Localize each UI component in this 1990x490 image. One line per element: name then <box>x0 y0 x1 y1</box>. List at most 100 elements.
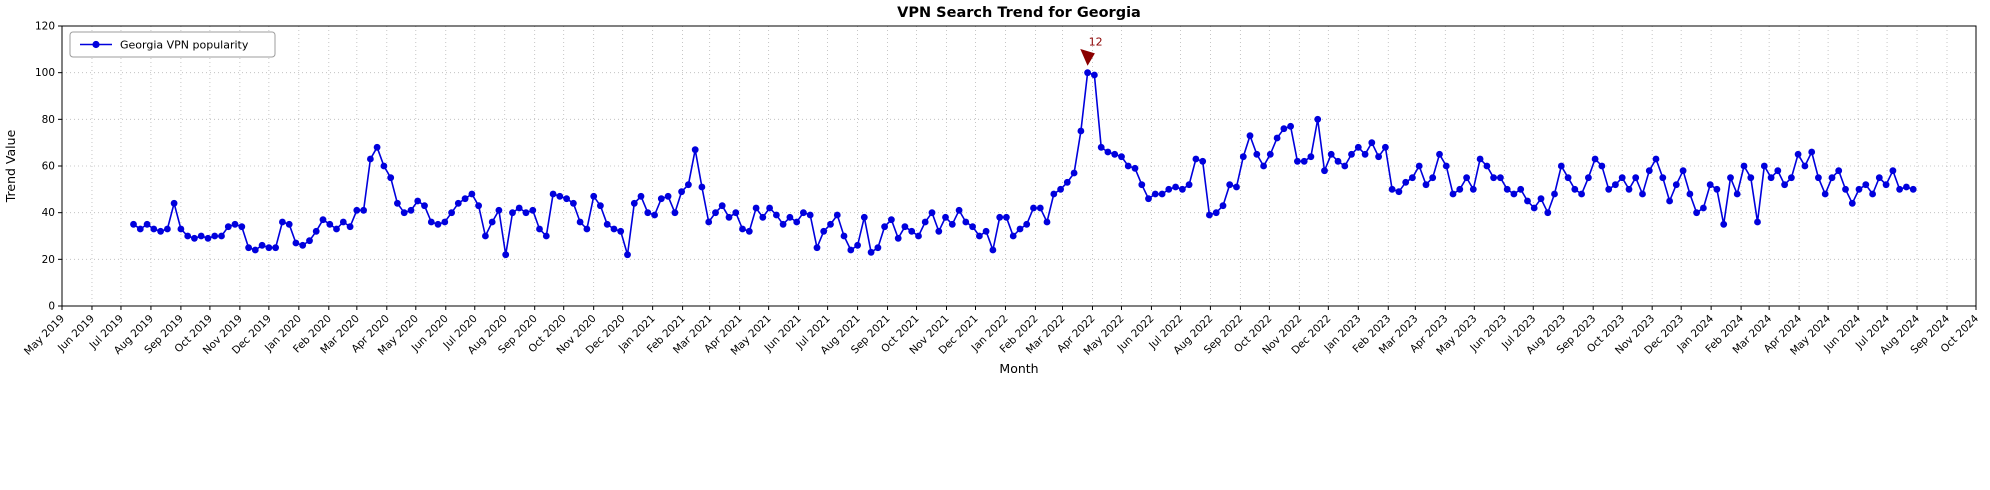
data-point-marker <box>475 202 482 210</box>
data-point-marker <box>718 202 726 210</box>
data-point-marker <box>265 244 273 252</box>
data-point-marker <box>454 199 462 207</box>
data-point-marker <box>461 195 469 203</box>
data-point-marker <box>901 223 909 231</box>
data-point-marker <box>1097 143 1105 151</box>
data-point-marker <box>739 225 746 233</box>
data-point-marker <box>847 246 855 254</box>
y-tick-label: 60 <box>42 161 55 173</box>
data-point-marker <box>1456 185 1464 193</box>
data-point-marker <box>164 225 171 233</box>
data-point-marker <box>806 211 814 219</box>
data-point-marker <box>786 213 794 221</box>
data-point-marker <box>191 234 198 242</box>
data-point-marker <box>400 209 408 217</box>
data-point-marker <box>759 213 767 221</box>
data-point-marker <box>1280 125 1288 133</box>
data-point-marker <box>1395 188 1403 196</box>
data-point-marker <box>1835 167 1843 175</box>
data-point-marker <box>1388 185 1396 193</box>
data-point-marker <box>157 227 165 235</box>
data-point-marker <box>955 206 963 214</box>
data-point-marker <box>373 143 381 151</box>
data-point-marker <box>1145 195 1152 203</box>
data-point-marker <box>1354 143 1362 151</box>
data-point-marker <box>1009 232 1017 240</box>
data-point-marker <box>211 232 219 240</box>
data-point-marker <box>840 232 848 240</box>
data-point-marker <box>1091 71 1098 79</box>
data-point-marker <box>610 225 618 233</box>
data-point-marker <box>502 251 510 259</box>
data-point-marker <box>170 199 178 207</box>
data-point-marker <box>624 251 631 259</box>
data-point-marker <box>509 209 516 217</box>
data-point-marker <box>285 220 293 228</box>
data-point-marker <box>800 209 807 217</box>
data-point-marker <box>529 206 537 214</box>
legend-layer: Georgia VPN popularity <box>69 31 276 58</box>
data-point-marker <box>1050 190 1058 198</box>
data-point-marker <box>197 232 205 240</box>
data-point-marker <box>427 218 435 226</box>
data-point-marker <box>1706 181 1714 189</box>
data-point-marker <box>1287 122 1294 130</box>
series-layer <box>130 69 1917 259</box>
data-point-marker <box>353 206 361 214</box>
data-point-marker <box>238 223 246 231</box>
data-point-marker <box>495 206 503 214</box>
data-point-marker <box>1233 183 1240 191</box>
legend-box <box>69 31 276 58</box>
grid-layer <box>61 25 1977 307</box>
data-point-marker <box>698 183 706 191</box>
data-point-marker <box>1524 197 1531 205</box>
data-point-marker <box>339 218 347 226</box>
data-point-marker <box>1808 148 1816 156</box>
data-point-marker <box>894 234 902 242</box>
data-point-marker <box>1226 181 1234 189</box>
data-point-marker <box>1057 185 1064 193</box>
data-point-marker <box>1537 195 1545 203</box>
data-point-marker <box>292 239 300 247</box>
data-point-marker <box>1158 190 1166 198</box>
data-point-marker <box>881 223 888 231</box>
data-point-marker <box>597 202 604 210</box>
data-point-marker <box>360 206 367 214</box>
data-point-marker <box>434 220 442 228</box>
data-point-marker <box>1138 181 1146 189</box>
data-point-marker <box>1747 174 1755 182</box>
data-point-marker <box>245 244 253 252</box>
data-point-marker <box>1023 220 1031 228</box>
data-point-marker <box>1449 190 1457 198</box>
data-point-marker <box>1639 190 1646 198</box>
data-point-marker <box>942 213 949 221</box>
data-point-marker <box>1585 174 1592 182</box>
data-point-marker <box>1679 167 1687 175</box>
legend-marker-icon <box>92 40 100 49</box>
data-point-marker <box>1686 190 1694 198</box>
data-point-marker <box>1848 199 1856 207</box>
data-point-marker <box>1551 190 1558 198</box>
data-point-marker <box>603 220 611 228</box>
data-point-marker <box>1361 150 1369 158</box>
data-point-marker <box>1179 185 1186 193</box>
data-point-marker <box>1815 174 1822 182</box>
data-point-marker <box>874 244 882 252</box>
data-point-marker <box>306 237 313 245</box>
data-point-marker <box>1206 211 1213 219</box>
data-point-marker <box>536 225 543 233</box>
data-point-marker <box>691 146 699 154</box>
data-point-marker <box>563 195 570 203</box>
data-point-marker <box>1700 204 1707 212</box>
data-point-marker <box>421 202 428 210</box>
data-point-marker <box>1591 155 1599 163</box>
data-point-marker <box>468 190 476 198</box>
data-point-marker <box>766 204 773 212</box>
data-point-marker <box>664 192 672 200</box>
data-point-marker <box>1855 185 1863 193</box>
data-point-marker <box>1598 162 1606 170</box>
data-point-marker <box>1077 127 1085 135</box>
chart-title: VPN Search Trend for Georgia <box>897 5 1141 21</box>
